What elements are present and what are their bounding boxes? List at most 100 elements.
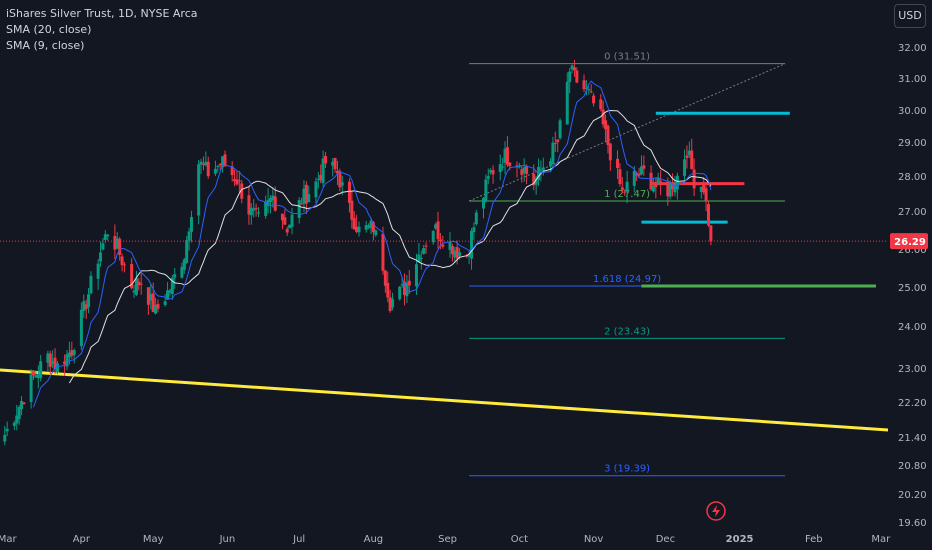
- y-tick-label: 32.00: [898, 43, 927, 54]
- candle-body: [149, 294, 153, 301]
- candle-body: [666, 182, 670, 197]
- candle-body: [314, 181, 318, 198]
- candle-body: [283, 217, 287, 225]
- candle-body: [347, 181, 351, 203]
- candle-body: [558, 120, 562, 139]
- x-tick-label: Oct: [511, 534, 528, 545]
- sma20-legend[interactable]: SMA (20, close): [6, 23, 92, 36]
- candle-body: [400, 284, 404, 286]
- candle-body: [431, 231, 435, 243]
- candle-body: [300, 203, 304, 205]
- candle-body: [508, 162, 512, 167]
- y-tick-label: 23.00: [898, 364, 927, 375]
- candle-body: [553, 142, 557, 144]
- candle-body: [398, 286, 402, 300]
- candle-body: [55, 363, 59, 373]
- candle-body: [139, 283, 143, 285]
- drawn-lines[interactable]: [0, 111, 919, 434]
- candle-body: [29, 374, 33, 403]
- x-tick-label: Jun: [219, 534, 236, 545]
- candle-body: [118, 238, 122, 255]
- candle-body: [156, 303, 160, 309]
- candle-body: [620, 187, 624, 191]
- candle-body: [403, 281, 407, 296]
- y-tick-label: 20.20: [898, 490, 927, 501]
- currency-button[interactable]: USD: [894, 4, 926, 28]
- y-tick-label: 28.00: [898, 172, 927, 183]
- candle-body: [304, 184, 308, 204]
- last-price-label: 26.29: [894, 237, 926, 248]
- y-tick-label: 25.00: [898, 283, 927, 294]
- candle-body: [709, 225, 713, 242]
- candle-body: [704, 188, 708, 201]
- candle-body: [154, 305, 158, 314]
- candle-body: [537, 166, 541, 180]
- y-tick-label: 26.00: [898, 245, 927, 256]
- candle-body: [65, 354, 69, 367]
- candle-body: [422, 248, 426, 254]
- candle-body: [381, 233, 385, 271]
- candle-body: [36, 374, 40, 379]
- candle-body: [654, 184, 658, 188]
- candle-body: [17, 407, 21, 420]
- candle-body: [639, 166, 643, 175]
- symbol-title[interactable]: iShares Silver Trust, 1D, NYSE Arca: [6, 7, 198, 20]
- candle-body: [656, 177, 660, 184]
- price-axis[interactable]: 32.00 31.00 30.00 29.00 28.00 27.00 26.00 25.00…: [888, 0, 932, 550]
- candle-body: [364, 225, 368, 230]
- candle-body: [618, 169, 622, 185]
- y-tick-label: 31.00: [898, 74, 927, 85]
- candle-body: [20, 400, 24, 410]
- candle-body: [391, 299, 395, 308]
- chart-legend: iShares Silver Trust, 1D, NYSE Arca SMA …: [6, 6, 198, 54]
- candle-body: [481, 197, 485, 209]
- lightning-icon: [706, 501, 726, 521]
- candle-body: [216, 166, 220, 168]
- candle-body: [197, 164, 201, 216]
- candle-body: [623, 191, 627, 193]
- candle-body: [470, 230, 474, 259]
- candle-body: [592, 95, 596, 104]
- candle-body: [87, 294, 91, 308]
- candle-body: [486, 176, 490, 179]
- x-tick-label: May: [143, 534, 164, 545]
- candle-body: [122, 264, 126, 266]
- candle-body: [604, 120, 608, 130]
- candle-body: [434, 224, 438, 229]
- candle-body: [668, 183, 672, 197]
- candle-body: [307, 194, 311, 203]
- candle-body: [319, 175, 323, 181]
- candle-body: [472, 227, 476, 233]
- candle-body: [556, 139, 560, 143]
- sma9-legend[interactable]: SMA (9, close): [6, 39, 85, 52]
- moving-averages: [33, 80, 712, 408]
- candle-body: [417, 254, 421, 263]
- candle-body: [79, 309, 83, 347]
- candle-body: [82, 301, 86, 312]
- candle-body: [89, 275, 93, 294]
- candle-body: [213, 168, 217, 174]
- sma9-line: [33, 80, 712, 408]
- candle-body: [34, 375, 38, 378]
- time-axis[interactable]: Mar Apr May Jun Jul Aug Sep Oct Nov Dec 2025 Feb Mar: [0, 534, 891, 545]
- y-tick-label: 21.40: [898, 433, 927, 444]
- candle-body: [335, 170, 339, 174]
- candle-body: [414, 264, 418, 287]
- yellow-trend-line[interactable]: [0, 368, 919, 434]
- candle-body: [199, 161, 203, 165]
- candle-body: [568, 71, 572, 83]
- candle-body: [249, 207, 253, 216]
- fib-level-label: 3 (19.39): [604, 464, 650, 475]
- y-tick-label: 22.20: [898, 398, 927, 409]
- candle-body: [450, 246, 454, 255]
- candle-body: [84, 304, 88, 310]
- candle-body: [187, 231, 191, 241]
- x-tick-label: Dec: [656, 534, 675, 545]
- fib-level-label: 2 (23.43): [604, 326, 650, 337]
- candle-body: [584, 88, 588, 90]
- last-price-badge[interactable]: [890, 233, 928, 250]
- candle-body: [180, 266, 184, 278]
- candle-body: [185, 240, 189, 263]
- candle-body: [99, 252, 103, 262]
